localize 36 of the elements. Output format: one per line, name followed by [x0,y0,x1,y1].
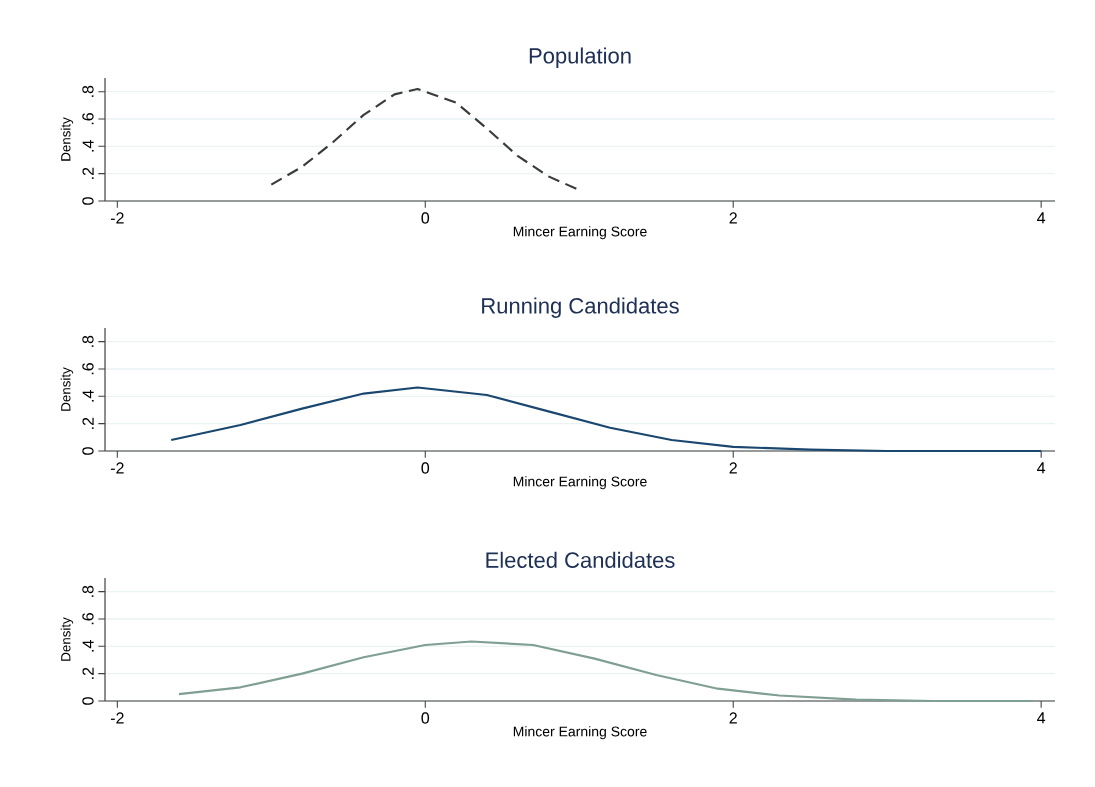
chart-title: Elected Candidates [486,551,675,568]
y-axis-title: Density [60,617,74,661]
x-tick-label: 4 [1037,462,1046,474]
x-tick-label: 0 [421,712,430,724]
x-tick-label: 2 [729,712,737,724]
y-tick-label: .2 [82,417,94,429]
y-tick-label: .6 [82,113,94,125]
x-axis-title: Mincer Earning Score [513,226,647,240]
x-axis-title: Mincer Earning Score [513,476,647,490]
x-tick-label: 2 [729,462,737,474]
y-tick-label: .6 [82,363,94,375]
y-tick-label: 0 [82,447,94,455]
x-axis-title: Mincer Earning Score [513,726,647,740]
y-tick-label: 0 [82,697,94,705]
chart-title: Running Candidates [482,297,679,318]
y-tick-label: .8 [82,335,94,347]
y-tick-label: .2 [82,667,94,679]
x-tick-label: 2 [729,212,737,224]
y-tick-label: .8 [82,585,94,597]
y-tick-label: .6 [82,613,94,625]
x-tick-label: 4 [1037,212,1046,224]
y-tick-label: .4 [82,390,94,402]
x-tick-label: -2 [110,462,124,474]
y-tick-label: 0 [82,197,94,205]
x-tick-label: -2 [110,712,124,724]
chart-title: Population [529,47,631,68]
y-tick-label: .4 [82,640,94,652]
x-tick-label: 0 [421,212,430,224]
x-tick-label: 4 [1037,712,1046,724]
y-tick-label: .8 [82,85,94,97]
y-tick-label: .2 [82,167,94,179]
y-axis-title: Density [60,367,74,411]
y-tick-label: .4 [82,140,94,152]
x-tick-label: -2 [110,212,124,224]
y-axis-title: Density [60,117,74,161]
x-tick-label: 0 [421,462,430,474]
